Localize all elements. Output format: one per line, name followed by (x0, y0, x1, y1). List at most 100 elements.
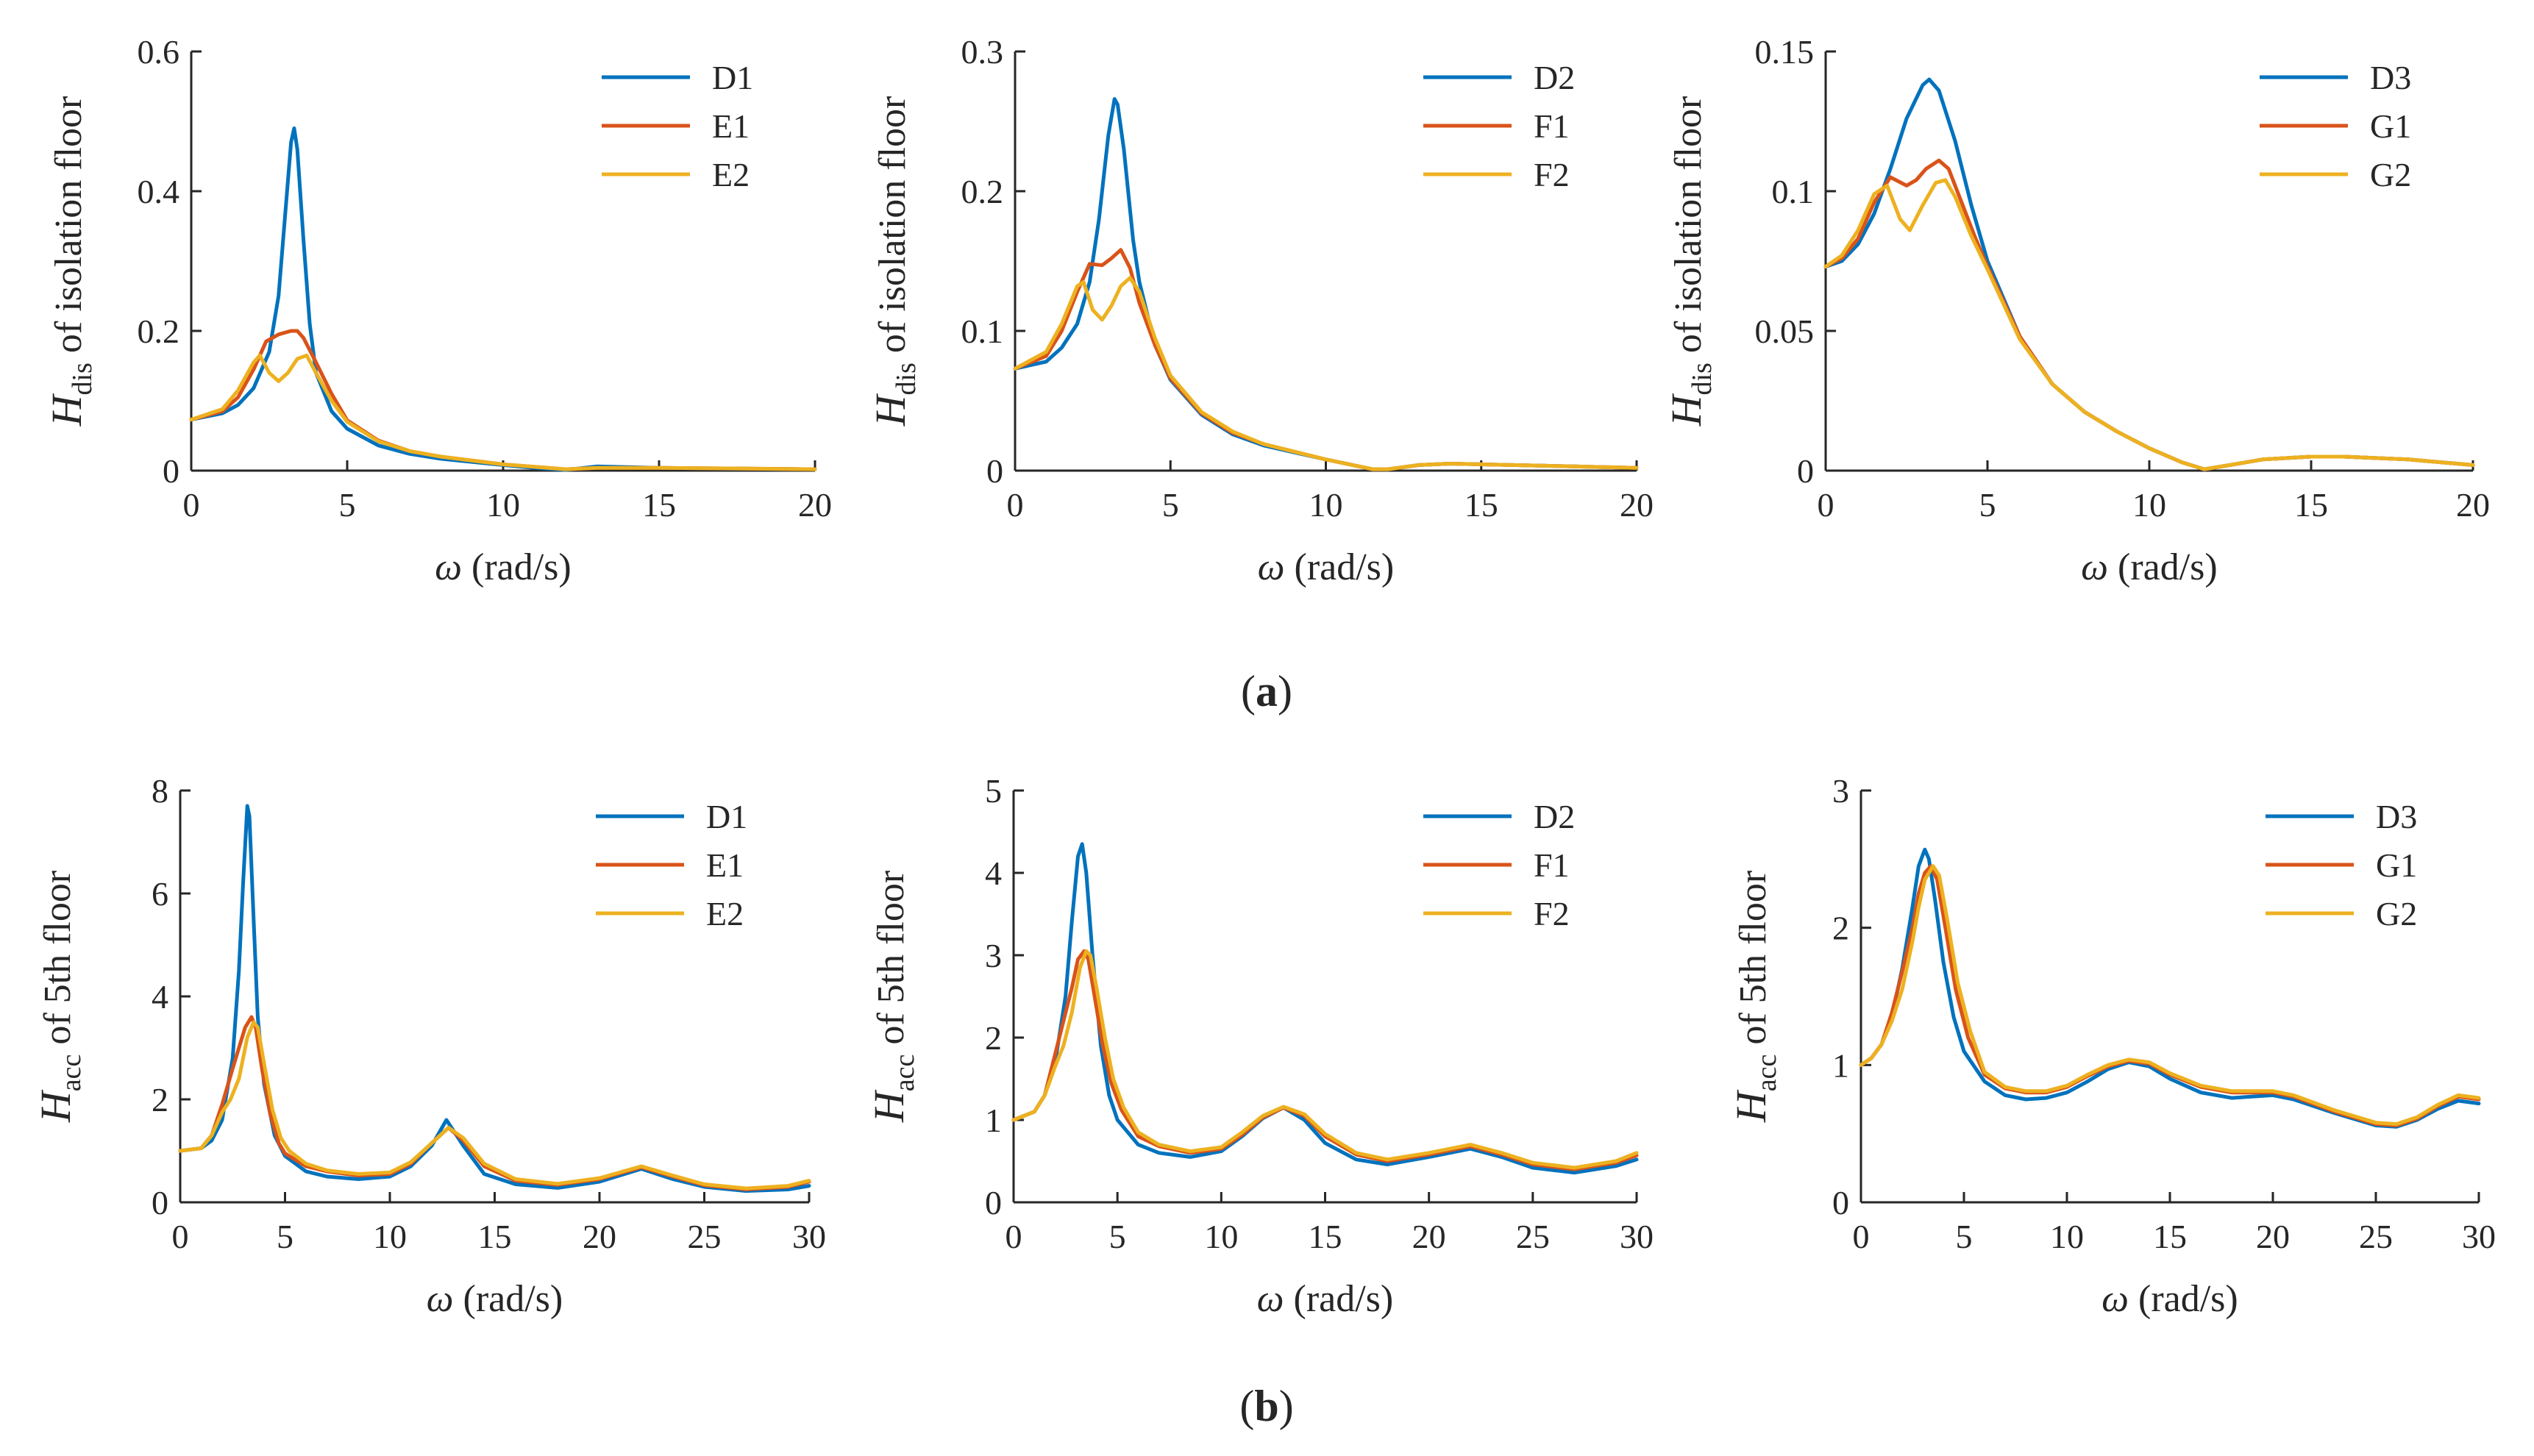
x-tick-label: 0 (1006, 1218, 1022, 1255)
x-axis-symbol: ω (1257, 1278, 1284, 1320)
x-tick-label: 10 (2132, 486, 2166, 524)
x-axis-text: (rad/s) (2108, 546, 2218, 588)
chart-panel-4: 0 5 10 15 20 25 30 0 2 4 6 8 ω (rad/s) Hacc of 5th fl… (32, 772, 826, 1320)
y-tick-label: 0 (1797, 452, 1814, 490)
legend-label-D2: D2 (1534, 59, 1575, 96)
y-tick-label: 2 (1832, 910, 1849, 947)
y-tick-label: 6 (152, 875, 168, 913)
legend-label-E1: E1 (712, 107, 750, 145)
y-tick-label: 0.2 (138, 313, 180, 350)
x-tick-label: 15 (1464, 486, 1498, 524)
x-tick-label: 30 (1620, 1218, 1654, 1255)
y-axis-label: Hdis of isolation floor (866, 96, 922, 427)
x-tick-label: 0 (172, 1218, 189, 1255)
series-line-F1 (1011, 949, 1639, 1171)
x-tick-label: 20 (583, 1218, 616, 1255)
x-axis-text: (rad/s) (1284, 1278, 1394, 1320)
y-axis-text: of 5th floor (1732, 871, 1774, 1054)
y-tick-label: 0.1 (1772, 173, 1815, 210)
x-axis-symbol: ω (2101, 1278, 2129, 1320)
series-line-G2 (1859, 864, 2481, 1127)
y-axis-text: of 5th floor (37, 871, 79, 1054)
y-axis-label: Hdis of isolation floor (1662, 96, 1718, 427)
x-tick-label: 5 (1979, 486, 1996, 524)
chart-panel-5: 0 5 10 15 20 25 30 0 1 2 3 4 5 ω (rad/s) Hacc of 5th f… (865, 772, 1654, 1320)
x-tick-label: 15 (2294, 486, 2328, 524)
y-axis-symbol: H (32, 1089, 79, 1123)
series-line-E1 (178, 1015, 811, 1191)
x-axis-text: (rad/s) (2129, 1278, 2238, 1320)
legend-label-F1: F1 (1534, 846, 1570, 884)
series-line-G2 (1823, 178, 2475, 471)
y-axis-text: of isolation floor (1668, 96, 1709, 363)
y-tick-label: 4 (985, 854, 1002, 892)
y-tick-label: 0 (1832, 1184, 1849, 1221)
chart-panel-1: 0 5 10 15 20 0 0.2 0.4 0.6 ω (rad/s) Hdis of isola… (43, 33, 832, 588)
x-tick-label: 10 (2050, 1218, 2084, 1255)
x-axis-label: ω (rad/s) (435, 546, 571, 588)
x-axis-symbol: ω (427, 1278, 454, 1320)
x-tick-label: 25 (2359, 1218, 2393, 1255)
y-axis-text: of 5th floor (870, 871, 912, 1054)
y-tick-label: 0 (985, 1184, 1002, 1221)
x-tick-label: 5 (1956, 1218, 1973, 1255)
y-axis-subscript: dis (67, 363, 98, 395)
x-axis-label: ω (rad/s) (1257, 1278, 1393, 1320)
y-axis-label: Hacc of 5th floor (1727, 871, 1782, 1123)
y-tick-label: 1 (985, 1102, 1002, 1139)
legend-label-D1: D1 (706, 798, 747, 835)
x-tick-label: 0 (1853, 1218, 1870, 1255)
caption-a: (a) (1241, 667, 1292, 715)
series-line-F2 (1011, 949, 1639, 1170)
legend-label-E1: E1 (706, 846, 744, 884)
y-axis-label: Hdis of isolation floor (43, 96, 98, 427)
x-axis-label: ω (rad/s) (2081, 546, 2217, 588)
series-line-E2 (178, 1020, 811, 1191)
legend-label-G1: G1 (2376, 846, 2417, 884)
x-axis-text: (rad/s) (1285, 546, 1395, 588)
y-axis-subscript: acc (1751, 1054, 1782, 1092)
series-line-D2 (1013, 97, 1639, 471)
series-line-F2 (1013, 276, 1639, 471)
legend-label-G2: G2 (2370, 156, 2411, 193)
x-tick-label: 10 (373, 1218, 407, 1255)
x-axis-label: ω (rad/s) (427, 1278, 563, 1320)
x-tick-label: 5 (1162, 486, 1179, 524)
y-axis-subscript: dis (891, 363, 922, 395)
series-line-F1 (1013, 248, 1639, 471)
x-tick-label: 30 (792, 1218, 826, 1255)
y-tick-label: 0.4 (138, 173, 180, 210)
x-tick-label: 20 (2456, 486, 2490, 524)
y-axis-label: Hacc of 5th floor (32, 871, 87, 1123)
x-tick-label: 25 (1516, 1218, 1550, 1255)
y-tick-label: 2 (985, 1019, 1002, 1057)
legend-label-G2: G2 (2376, 895, 2417, 932)
x-axis-symbol: ω (2081, 546, 2108, 588)
x-tick-label: 5 (1109, 1218, 1126, 1255)
y-tick-label: 0.3 (961, 33, 1004, 71)
y-axis-subscript: dis (1687, 363, 1718, 395)
y-tick-label: 4 (152, 978, 168, 1016)
y-axis-symbol: H (43, 393, 90, 427)
y-axis-symbol: H (1662, 393, 1710, 427)
x-tick-label: 10 (486, 486, 520, 524)
legend-label-D3: D3 (2376, 798, 2417, 835)
x-axis-symbol: ω (435, 546, 462, 588)
x-axis-text: (rad/s) (454, 1278, 563, 1320)
y-tick-label: 0.2 (961, 173, 1004, 210)
x-tick-label: 0 (183, 486, 200, 524)
x-tick-label: 5 (277, 1218, 293, 1255)
y-tick-label: 3 (985, 937, 1002, 974)
y-tick-label: 8 (152, 772, 168, 810)
legend-label-E2: E2 (712, 156, 750, 193)
x-tick-label: 20 (2256, 1218, 2290, 1255)
chart-panel-2: 0 5 10 15 20 0 0.1 0.2 0.3 ω (rad/s) Hdis of isola… (866, 33, 1654, 588)
series-line-E1 (189, 329, 817, 471)
x-axis-label: ω (rad/s) (2101, 1278, 2238, 1320)
y-tick-label: 0 (986, 452, 1003, 490)
legend-label-F2: F2 (1534, 156, 1570, 193)
x-tick-label: 10 (1309, 486, 1343, 524)
legend-label-G1: G1 (2370, 107, 2411, 145)
legend-label-F2: F2 (1534, 895, 1570, 932)
